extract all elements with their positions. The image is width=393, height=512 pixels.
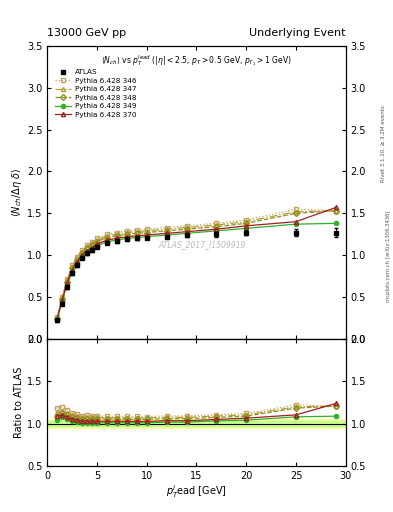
- Bar: [47, 419, 346, 428]
- Text: mcplots.cern.ch [arXiv:1306.3436]: mcplots.cern.ch [arXiv:1306.3436]: [386, 210, 391, 302]
- Y-axis label: Ratio to ATLAS: Ratio to ATLAS: [14, 367, 24, 438]
- X-axis label: $p_T^{l}$ead [GeV]: $p_T^{l}$ead [GeV]: [166, 483, 227, 500]
- Text: Rivet 3.1.10, ≥ 3.2M events: Rivet 3.1.10, ≥ 3.2M events: [381, 105, 386, 182]
- Text: Underlying Event: Underlying Event: [249, 28, 346, 38]
- Y-axis label: $\langle N_{ch}/\Delta\eta\ \delta\rangle$: $\langle N_{ch}/\Delta\eta\ \delta\rangl…: [10, 167, 24, 217]
- Text: 13000 GeV pp: 13000 GeV pp: [47, 28, 126, 38]
- Legend: ATLAS, Pythia 6.428 346, Pythia 6.428 347, Pythia 6.428 348, Pythia 6.428 349, P: ATLAS, Pythia 6.428 346, Pythia 6.428 34…: [54, 67, 138, 119]
- Text: $\langle N_{ch}\rangle$ vs $p_T^{lead}$ ($|\eta|<2.5$, $p_T>0.5$ GeV, $p_{T_1}>1: $\langle N_{ch}\rangle$ vs $p_T^{lead}$ …: [101, 53, 292, 68]
- Bar: [47, 421, 346, 426]
- Text: ATLAS_2017_I1509919: ATLAS_2017_I1509919: [159, 241, 246, 249]
